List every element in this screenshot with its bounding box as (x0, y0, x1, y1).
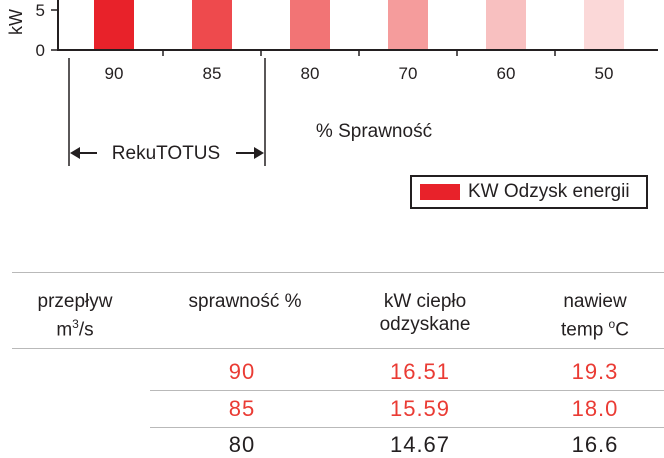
header-efficiency: sprawność % (188, 291, 302, 312)
header-supply-line2: temp oC (561, 317, 629, 341)
x-tick-label: 90 (105, 64, 124, 83)
header-flow-line2: m3/s (56, 317, 94, 341)
x-tick-label: 60 (497, 64, 516, 83)
results-table: przepływ m3/s sprawność % kW ciepło odzy… (0, 268, 664, 457)
x-tick-label: 80 (301, 64, 320, 83)
x-tick-label: 50 (595, 64, 614, 83)
row3-efficiency: 80 (228, 432, 256, 457)
header-supply-line1: nawiew (563, 291, 627, 312)
bracket-arrow-left-head (70, 147, 80, 159)
bar-50 (584, 0, 624, 50)
y-axis-label: kW (6, 9, 26, 35)
bar-80 (290, 0, 330, 50)
legend-swatch (420, 184, 460, 200)
row1-supply: 19.3 (571, 359, 619, 384)
row1-efficiency: 90 (228, 359, 256, 384)
bar-70 (388, 0, 428, 50)
chart-legend: KW Odzysk energii (410, 175, 648, 209)
row2-heat: 15.59 (389, 396, 451, 421)
header-supply: nawiew temp oC (520, 290, 664, 341)
row1-heat: 16.51 (389, 359, 451, 384)
row2-efficiency: 85 (228, 396, 256, 421)
y-tick-label: 0 (36, 41, 45, 60)
header-rule (12, 348, 664, 349)
x-axis-label: % Sprawność (316, 121, 432, 142)
table-top-rule (12, 272, 664, 273)
row3-heat: 14.67 (389, 432, 451, 457)
header-heat-line1: kW ciepło (383, 291, 467, 312)
y-tick-label: 5 (36, 1, 45, 20)
bracket-label: RekuTOTUS (112, 143, 220, 164)
header-heat-line2: odzyskane (379, 314, 471, 335)
x-tick-label: 70 (399, 64, 418, 83)
x-tick-label: 85 (203, 64, 222, 83)
bar-90 (94, 0, 134, 50)
legend-label: KW Odzysk energii (468, 181, 630, 202)
header-flow-line1: przepływ (37, 291, 113, 312)
row-rule (150, 427, 664, 428)
header-heat: kW ciepło odzyskane (345, 290, 505, 336)
bracket-arrow-right-head (254, 147, 264, 159)
bar-60 (486, 0, 526, 50)
bar-chart: kW 0 5 90 85 80 70 60 50 % Sprawność RekuTOTUS (6, 0, 658, 166)
row2-supply: 18.0 (571, 396, 619, 421)
bar-85 (192, 0, 232, 50)
row3-supply: 16.6 (571, 432, 619, 457)
row-rule (150, 390, 664, 391)
header-flow: przepływ m3/s (10, 290, 140, 341)
